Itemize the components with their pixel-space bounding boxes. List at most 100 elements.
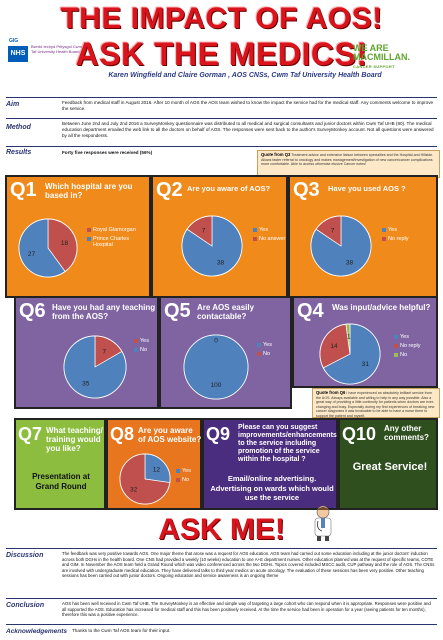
q4-title: Was input/advice helpful?	[332, 303, 431, 312]
q2-legend-label: No answer	[259, 236, 286, 242]
q6-legend-label: Yes	[140, 338, 149, 344]
doctor-illustration	[314, 505, 332, 541]
q6-legend-label: No	[140, 347, 148, 353]
divider	[6, 146, 437, 147]
q4-chart: 31 14 1	[314, 318, 386, 395]
q4-legend-swatch	[394, 344, 398, 348]
q1-title: Which hospital are you based in?	[45, 182, 133, 200]
q2-legend-item: No answer	[253, 236, 288, 242]
q8-legend-swatch	[176, 478, 180, 482]
q2-slice-no-answer	[186, 215, 213, 247]
q6-chart: 7 35	[60, 332, 130, 407]
q8-number: Q8	[110, 424, 135, 444]
q5-title: Are AOS easily contactable?	[197, 303, 255, 321]
q1-legend-item: Royal Glamorgan	[87, 227, 149, 233]
q1-chart: 18 27	[13, 213, 83, 288]
q3-data-label: 7	[331, 228, 335, 235]
q6-legend: Yes No	[134, 338, 159, 356]
panel-q9: Q9 Please can you suggest improvements/e…	[202, 418, 338, 510]
results-text: Forty five responses were received (56%)	[62, 150, 153, 155]
authors: Karen Wingfield and Claire Gorman , AOS …	[108, 72, 382, 79]
q5-slice-yes	[183, 334, 249, 400]
q3-number: Q3	[293, 179, 320, 201]
q4-legend-label: Yes	[400, 334, 409, 340]
q8-legend-item: Yes	[176, 468, 202, 474]
title-line-2: ASK THE MEDICS!	[75, 36, 368, 72]
q3-pie: 38 7	[310, 215, 372, 277]
acknowledgements-label: Acknowledgements	[6, 628, 68, 635]
q6-data-label: 7	[102, 348, 106, 355]
conclusion-text: AOS has been well received in Cwm Taf UH…	[62, 601, 431, 618]
q6-legend-item: No	[134, 347, 159, 353]
quote-q3: Quote from Q3 Treatment advice and exten…	[257, 150, 440, 178]
panel-q10: Q10 Any other comments? Great Service!	[338, 418, 438, 510]
q2-title: Are you aware of AOS?	[187, 184, 271, 193]
method-text: Between June 2nd and July 2nd 2016 a Sur…	[62, 121, 434, 138]
q4-slice-no-reply	[319, 323, 351, 369]
q1-legend-item: Prince Charles Hospital	[87, 236, 149, 248]
nhs-badge: NHS	[8, 46, 28, 62]
q6-data-label: 35	[82, 381, 90, 388]
q9-number: Q9	[206, 424, 231, 444]
q4-number: Q4	[297, 300, 324, 322]
q4-data-label: 1	[347, 334, 351, 341]
q10-title: Any other comments?	[384, 424, 429, 442]
q5-pie: 100 0	[183, 334, 249, 400]
q4-legend-swatch	[394, 335, 398, 339]
q6-pie: 7 35	[63, 335, 127, 399]
q5-legend-item: Yes	[257, 342, 291, 348]
q2-legend-item: Yes	[253, 227, 288, 233]
aim-label: Aim	[6, 101, 20, 108]
q4-legend-label: No reply	[400, 343, 421, 349]
aim-text: Feedback from medical staff in August 20…	[62, 100, 434, 111]
q2-pie: 38 7	[181, 215, 243, 277]
q3-legend-label: Yes	[388, 227, 397, 233]
q6-slice-no	[63, 335, 127, 399]
panel-q7: Q7 What teaching/ training would you lik…	[14, 418, 106, 510]
q4-legend-item: No reply	[394, 343, 438, 349]
results-label: Results	[6, 149, 32, 156]
panel-q5: Q5 Are AOS easily contactable? 100 0 Yes N…	[159, 296, 292, 409]
panel-q6: Q6 Have you had any teaching from the AO…	[14, 296, 159, 409]
q5-legend-item: No	[257, 351, 291, 357]
q5-chart: 100 0	[179, 330, 253, 409]
q7-answer: Presentation at Grand Round	[32, 472, 90, 491]
q2-legend: Yes No answer	[253, 227, 288, 245]
method-label: Method	[6, 124, 31, 131]
q5-data-label: 100	[211, 382, 222, 389]
q8-data-label: 12	[153, 467, 161, 474]
q5-legend-label: Yes	[263, 342, 272, 348]
q6-title: Have you had any teaching from the AOS?	[52, 303, 156, 321]
divider	[6, 548, 437, 549]
q5-legend-label: No	[263, 351, 271, 357]
divider	[6, 97, 437, 98]
q6-legend-swatch	[134, 339, 138, 343]
q1-slice-prince-charles-hospital	[18, 218, 66, 278]
q5-data-label: 0	[214, 338, 218, 345]
q4-legend-item: Yes	[394, 334, 438, 340]
divider	[6, 118, 437, 119]
q3-legend-label: No reply	[388, 236, 409, 242]
acknowledgements-text: Thanks to the Cwm Taf AOS team for their…	[72, 628, 171, 633]
q8-data-label: 32	[130, 486, 138, 493]
ask-me-heading: ASK ME!	[158, 513, 285, 546]
q4-legend-label: No	[400, 352, 408, 358]
q1-legend-label: Prince Charles Hospital	[93, 236, 130, 248]
q6-legend-item: Yes	[134, 338, 159, 344]
q5-legend: Yes No	[257, 342, 291, 360]
macmillan-logo: WE ARE MACMILLAN. CANCER SUPPORT	[353, 44, 433, 71]
discussion-label: Discussion	[6, 552, 44, 559]
q1-data-label: 18	[61, 240, 69, 247]
conclusion-label: Conclusion	[6, 602, 45, 609]
nhs-gig-text: GIG	[9, 38, 19, 44]
q1-legend: Royal Glamorgan Prince Charles Hospital	[87, 227, 149, 251]
discussion-text: The feedback was very positive towards A…	[62, 551, 435, 579]
q3-legend: Yes No reply	[382, 227, 434, 245]
q1-legend-label: Royal Glamorgan	[93, 227, 136, 233]
q8-pie: 12 32	[119, 453, 171, 505]
panel-q3: Q3 Have you used AOS ? 38 7 Yes No reply	[288, 175, 438, 298]
q3-slice-no-reply	[315, 215, 342, 247]
q4-legend-item: No	[394, 352, 438, 358]
q2-legend-swatch	[253, 237, 257, 241]
